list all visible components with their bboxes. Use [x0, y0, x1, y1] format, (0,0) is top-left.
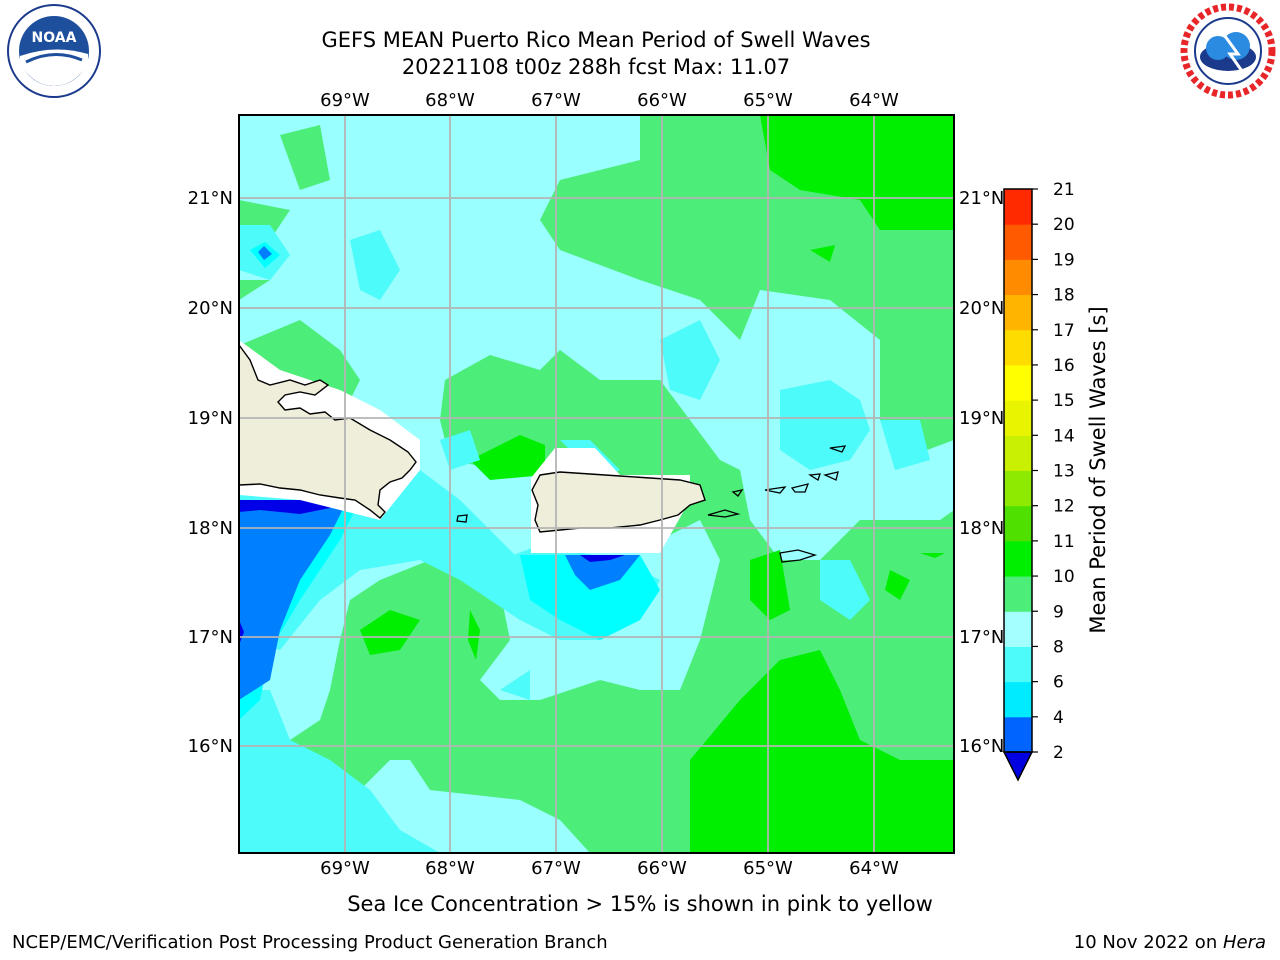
colorbar: 2 4 6 8 9 10 11 12 13 14 15 16 17 18 19 20 21: [1002, 180, 1075, 782]
colorbar-segment: [1004, 646, 1032, 683]
lat-label-right: 20°N: [959, 298, 1004, 319]
colorbar-tick-label: 8: [1053, 637, 1064, 657]
lat-label-right: 21°N: [959, 188, 1004, 209]
colorbar-segment: [1004, 505, 1032, 542]
colorbar-segment: [1004, 716, 1032, 753]
lon-label-top: 67°W: [531, 90, 581, 111]
colorbar-tick-label: 11: [1053, 532, 1075, 552]
lat-label-left: 19°N: [188, 408, 233, 429]
colorbar-tick-label: 19: [1053, 250, 1075, 270]
colorbar-tick-label: 14: [1053, 426, 1075, 446]
colorbar-segment: [1004, 611, 1032, 647]
colorbar-segment: [1004, 400, 1032, 436]
hispaniola-land: [239, 343, 417, 519]
lat-label-left: 18°N: [188, 518, 233, 539]
map-frame: [238, 114, 955, 854]
lon-label-top: 64°W: [849, 90, 899, 111]
lon-label-top: 66°W: [637, 90, 687, 111]
colorbar-tick-label: 15: [1053, 391, 1075, 411]
colorbar-segment: [1004, 329, 1032, 366]
lon-label-bottom: 68°W: [425, 858, 475, 879]
lon-label-bottom: 64°W: [849, 858, 899, 879]
colorbar-segment: [1004, 364, 1032, 401]
lat-label-right: 18°N: [959, 518, 1004, 539]
lon-label-bottom: 67°W: [531, 858, 581, 879]
colorbar-tick-label: 16: [1053, 356, 1075, 376]
colorbar-segment: [1004, 470, 1032, 507]
colorbar-tick-label: 17: [1053, 321, 1075, 341]
svg-text:NOAA: NOAA: [32, 30, 77, 46]
colorbar-segment: [1004, 259, 1032, 296]
colorbar-tick-label: 20: [1053, 215, 1075, 235]
colorbar-tick-label: 6: [1053, 673, 1064, 693]
lon-label-top: 65°W: [743, 90, 793, 111]
colorbar-tick-label: 12: [1053, 497, 1075, 517]
colorbar-segment: [1004, 294, 1032, 331]
noaa-logo: NOAA: [7, 4, 101, 98]
lat-label-left: 16°N: [188, 736, 233, 757]
colorbar-segment: [1004, 435, 1032, 471]
colorbar-tick-label: 2: [1053, 743, 1064, 763]
colorbar-tick-label: 10: [1053, 567, 1075, 587]
sea-ice-note: Sea Ice Concentration > 15% is shown in …: [347, 892, 933, 916]
swell-region-4-6: [239, 246, 640, 700]
footer-date: 10 Nov 2022 on Hera: [1074, 932, 1266, 953]
footer-date-text: 10 Nov 2022 on: [1073, 932, 1223, 953]
lat-label-left: 17°N: [188, 627, 233, 648]
footer-machine: Hera: [1222, 932, 1266, 953]
colorbar-label: Mean Period of Swell Waves [s]: [1086, 306, 1110, 634]
lon-label-bottom: 66°W: [637, 858, 687, 879]
colorbar-tick-label: 13: [1053, 462, 1075, 482]
lat-label-left: 20°N: [188, 298, 233, 319]
lon-label-bottom: 65°W: [743, 858, 793, 879]
lon-label-top: 68°W: [425, 90, 475, 111]
colorbar-under-arrow: [1002, 751, 1034, 782]
colorbar-segment: [1004, 681, 1032, 718]
colorbar-segment: [1004, 540, 1032, 577]
colorbar-tick-label: 18: [1053, 286, 1075, 306]
chart-title: GEFS MEAN Puerto Rico Mean Period of Swe…: [321, 28, 871, 52]
nws-logo: [1180, 3, 1276, 99]
lat-label-right: 19°N: [959, 408, 1004, 429]
lat-label-right: 17°N: [959, 627, 1004, 648]
colorbar-segment: [1004, 189, 1032, 225]
colorbar-tick-label: 9: [1053, 602, 1064, 622]
colorbar-tick-label: 21: [1053, 180, 1075, 200]
colorbar-segment: [1004, 576, 1032, 612]
swell-region-10-11: [360, 115, 954, 853]
graticule: [239, 115, 954, 853]
small-islands: [456, 445, 847, 563]
footer-credit: NCEP/EMC/Verification Post Processing Pr…: [12, 932, 608, 953]
lon-label-bottom: 69°W: [320, 858, 370, 879]
lat-label-left: 21°N: [188, 188, 233, 209]
colorbar-segment: [1004, 224, 1032, 260]
lat-label-right: 16°N: [959, 736, 1004, 757]
chart-subtitle: 20221108 t00z 288h fcst Max: 11.07: [401, 55, 791, 79]
colorbar-tick-label: 4: [1053, 708, 1064, 728]
lon-label-top: 69°W: [320, 90, 370, 111]
